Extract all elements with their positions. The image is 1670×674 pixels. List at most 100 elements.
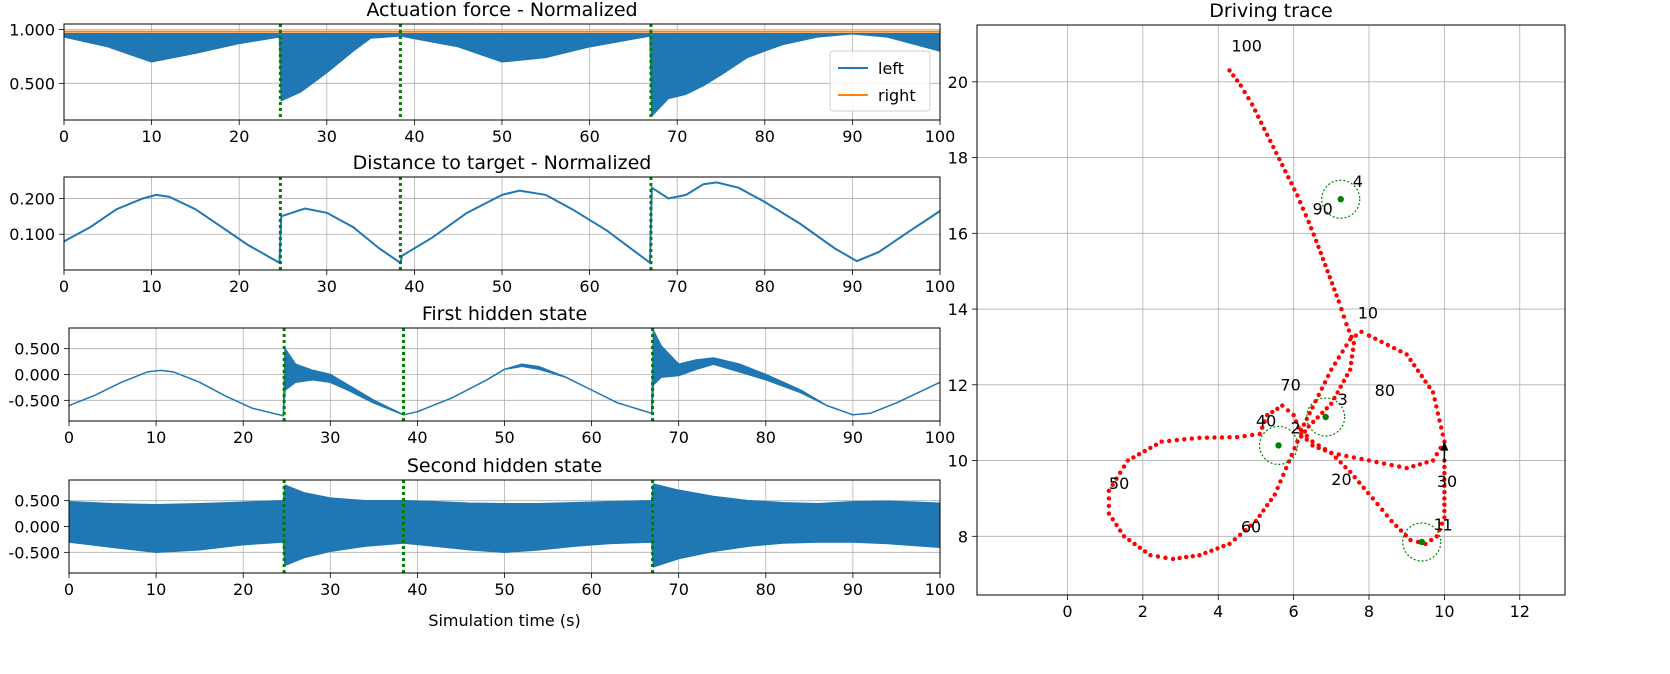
x-tick-label: 10 xyxy=(146,580,166,599)
trace-point xyxy=(1163,555,1168,560)
trace-point xyxy=(1325,269,1330,274)
trace-point xyxy=(1442,508,1447,514)
trace-point xyxy=(1316,392,1321,398)
x-tick-label: 4 xyxy=(1213,602,1223,621)
trace-point xyxy=(1435,411,1441,416)
trace-point xyxy=(1238,83,1244,88)
legend-label-right: right xyxy=(878,86,916,105)
target-radius-4 xyxy=(1321,179,1361,219)
trace-point xyxy=(1442,502,1447,507)
x-tick-label: 20 xyxy=(229,127,249,146)
trace-point xyxy=(1381,461,1387,466)
trace-point xyxy=(1261,508,1266,513)
trace-point xyxy=(1333,455,1339,460)
trace-point xyxy=(1274,150,1279,156)
trace-point xyxy=(1136,452,1142,457)
trace-point xyxy=(1307,411,1312,416)
x-tick-label: 20 xyxy=(233,580,253,599)
legend: left right xyxy=(829,50,931,112)
y-tick-label: 1.000 xyxy=(9,20,55,39)
axes-frame xyxy=(68,479,941,574)
target-label-4: 4 xyxy=(1353,172,1363,191)
trace-point xyxy=(1344,373,1350,378)
trace-point xyxy=(1336,299,1342,304)
x-tick-label: 10 xyxy=(141,127,161,146)
trace-point xyxy=(1246,96,1251,101)
trace-point xyxy=(1437,418,1442,423)
trace-point xyxy=(1338,460,1343,465)
trace-point xyxy=(1148,553,1153,558)
y-tick-label: 10 xyxy=(948,452,968,471)
trace-point xyxy=(1253,518,1259,524)
trace-point xyxy=(1329,281,1335,286)
trace-point xyxy=(1227,541,1232,547)
trace-point xyxy=(1334,293,1339,298)
trace-point xyxy=(1427,384,1432,390)
trace-point xyxy=(1430,458,1436,463)
trace-point xyxy=(1434,534,1440,539)
x-tick-label: 20 xyxy=(229,277,249,296)
trace-point xyxy=(1434,404,1439,409)
x-tick-label: 30 xyxy=(317,277,337,296)
trace-point xyxy=(1174,437,1180,443)
y-tick-label: 0.500 xyxy=(9,74,55,93)
trace-point xyxy=(1310,443,1315,448)
trace-point xyxy=(1318,250,1324,256)
trace-point xyxy=(1316,244,1321,250)
x-tick-label: 40 xyxy=(407,580,427,599)
trace-point xyxy=(1270,409,1275,415)
x-tick-label: 8 xyxy=(1364,602,1374,621)
trace-point xyxy=(1132,541,1137,547)
trace-point xyxy=(1106,503,1112,509)
trace-point xyxy=(1121,464,1127,469)
trace-point xyxy=(1349,354,1355,359)
chart-title: Driving trace xyxy=(1209,0,1332,22)
trace-point xyxy=(1336,355,1342,360)
trace-point xyxy=(1197,553,1202,558)
x-tick-label: 0 xyxy=(1062,602,1072,621)
series-band-signal xyxy=(69,483,940,568)
series-band-signal xyxy=(69,329,940,417)
x-tick-label: 0 xyxy=(64,580,74,599)
trace-point xyxy=(1398,349,1403,354)
y-tick-label: -0.500 xyxy=(8,543,60,562)
x-tick-label: 10 xyxy=(1434,602,1454,621)
trace-point xyxy=(1437,527,1442,533)
trace-point xyxy=(1324,406,1330,411)
x-tick-label: 50 xyxy=(492,277,512,296)
trace-point xyxy=(1343,465,1348,470)
trace-point xyxy=(1281,472,1286,477)
trace-point xyxy=(1314,238,1319,244)
y-tick-label: 0.000 xyxy=(14,518,60,537)
y-tick-label: 18 xyxy=(948,149,968,168)
subplot-0: 0 10 20 30 40 50 60 70 80 90 100 0.500 1.000 Actuatio… xyxy=(9,0,955,146)
trace-point xyxy=(1350,347,1356,352)
x-tick-label: 40 xyxy=(404,127,424,146)
time-annotation: 90 xyxy=(1312,199,1332,218)
trace-point xyxy=(1285,408,1291,413)
trace-point xyxy=(1366,333,1372,338)
trace-point xyxy=(1262,126,1267,131)
trace-point xyxy=(1204,435,1210,440)
x-tick-label: 60 xyxy=(579,277,599,296)
trace-point xyxy=(1234,434,1240,440)
trace-point xyxy=(1295,193,1300,198)
y-tick-label: 0.200 xyxy=(9,189,55,208)
time-annotation: 10 xyxy=(1358,304,1378,323)
trace-point xyxy=(1332,287,1337,292)
trace-point xyxy=(1341,314,1347,319)
trace-point xyxy=(1412,363,1417,368)
trace-point xyxy=(1352,475,1357,480)
trace-point xyxy=(1340,349,1345,354)
trace-point xyxy=(1203,550,1208,556)
trace-point xyxy=(1271,144,1276,150)
trace-point xyxy=(1434,452,1440,457)
trace-point xyxy=(1359,329,1364,334)
x-tick-label: 6 xyxy=(1289,602,1299,621)
time-annotation: 100 xyxy=(1231,37,1262,56)
trace-point xyxy=(1265,132,1270,137)
axes-frame xyxy=(63,176,941,271)
trace-point xyxy=(1242,433,1247,439)
trace-point xyxy=(1293,419,1299,424)
